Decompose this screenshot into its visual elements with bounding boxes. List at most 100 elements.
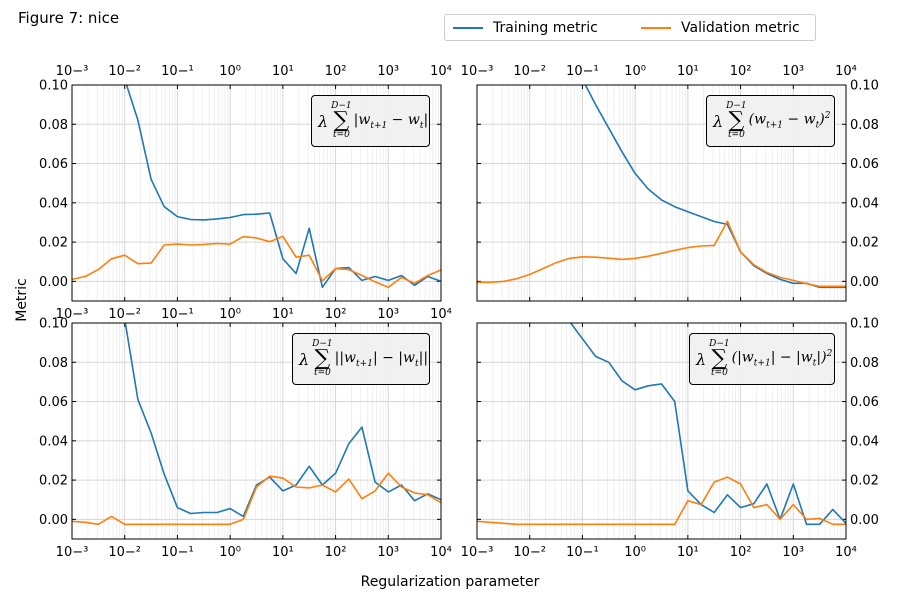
x-tick-label-top: 10−² (108, 64, 141, 79)
x-axis-label: Regularization parameter (360, 574, 540, 590)
y-tick-label: 0.10 (850, 79, 879, 94)
x-tick-label: 10−¹ (161, 545, 194, 560)
summation-symbol: D−1 ∑ t=0 (331, 101, 352, 140)
x-tick-label-top: 10⁰ (219, 64, 241, 79)
validation-metric-line (72, 472, 441, 526)
lambda-symbol: λ (318, 111, 329, 131)
x-tick-label-top: 10² (325, 64, 347, 79)
y-tick-label: 0.04 (39, 434, 68, 449)
x-tick-label: 10⁴ (835, 545, 857, 560)
validation-metric-line (477, 476, 846, 526)
y-tick-label: 0.08 (850, 356, 879, 371)
x-tick-label-top: 10² (730, 64, 752, 79)
summation-symbol: D−1 ∑ t=0 (312, 339, 333, 378)
regularizer-formula: λ D−1 ∑ t=0 |wt+1 − wt| (311, 95, 430, 147)
x-tick-label-top: 10⁰ (624, 64, 646, 79)
x-tick-label: 10−³ (461, 545, 494, 560)
x-tick-label-top: 10−¹ (566, 64, 599, 79)
x-tick-label: 10−¹ (161, 307, 194, 322)
y-tick-label: 0.04 (39, 196, 68, 211)
figure-title: Figure 7: nice (18, 9, 120, 27)
legend-swatch-training (453, 27, 483, 29)
summation-symbol: D−1 ∑ t=0 (709, 339, 730, 378)
y-tick-label: 0.00 (39, 513, 68, 528)
y-tick-label: 0.08 (39, 118, 68, 133)
y-tick-label: 0.08 (850, 118, 879, 133)
x-tick-label: 10³ (377, 545, 399, 560)
x-tick-label: 10−² (108, 307, 141, 322)
x-tick-label-top: 10¹ (272, 64, 294, 79)
y-tick-label: 0.08 (39, 356, 68, 371)
validation-metric-line (477, 220, 846, 288)
validation-metric-line (72, 235, 441, 289)
x-tick-label: 10⁰ (219, 307, 241, 322)
x-tick-label: 10¹ (677, 545, 699, 560)
formula-body: (wt+1 − wt)2 (748, 111, 831, 131)
x-tick-label: 10⁴ (430, 307, 452, 322)
x-tick-label: 10¹ (272, 307, 294, 322)
y-tick-label: 0.02 (850, 236, 879, 251)
x-tick-label-top: 10−¹ (161, 64, 194, 79)
y-tick-label: 0.02 (39, 474, 68, 489)
summation-symbol: D−1 ∑ t=0 (726, 101, 747, 140)
formula-body: (|wt+1| − |wt|)2 (731, 349, 833, 369)
x-tick-label-top: 10−² (513, 64, 546, 79)
x-tick-label: 10⁰ (219, 545, 241, 560)
legend-item-validation: Validation metric (641, 19, 800, 37)
x-tick-label: 10² (325, 307, 347, 322)
legend: Training metric Validation metric (444, 14, 816, 41)
y-axis-label: Metric (14, 278, 30, 322)
x-tick-label-top: 10−³ (56, 64, 89, 79)
x-tick-label: 10−² (108, 545, 141, 560)
x-tick-label: 10² (730, 545, 752, 560)
x-tick-label: 10² (325, 545, 347, 560)
y-tick-label: 0.04 (850, 196, 879, 211)
y-tick-label: 0.04 (850, 434, 879, 449)
axes-frame (476, 322, 847, 540)
x-tick-label: 10¹ (272, 545, 294, 560)
regularizer-formula: λ D−1 ∑ t=0 (|wt+1| − |wt|)2 (689, 333, 835, 385)
y-tick-label: 0.06 (850, 157, 879, 172)
y-tick-label: 0.10 (39, 317, 68, 332)
y-tick-label: 0.00 (39, 275, 68, 290)
legend-swatch-validation (641, 27, 671, 29)
x-tick-label: 10−¹ (566, 545, 599, 560)
x-tick-label: 10−³ (56, 545, 89, 560)
x-tick-label: 10⁴ (430, 545, 452, 560)
x-tick-label: 10³ (782, 545, 804, 560)
y-tick-label: 0.06 (39, 395, 68, 410)
x-tick-label-top: 10³ (377, 64, 399, 79)
formula-body: ||wt+1| − |wt|| (334, 349, 429, 369)
axes-frame (71, 322, 442, 540)
x-tick-label-top: 10−³ (461, 64, 494, 79)
y-tick-label: 0.06 (39, 157, 68, 172)
x-tick-label-top: 10¹ (677, 64, 699, 79)
y-tick-label: 0.02 (39, 236, 68, 251)
axes-frame (476, 84, 847, 302)
x-tick-label: 10³ (377, 307, 399, 322)
y-tick-label: 0.10 (39, 79, 68, 94)
legend-item-training: Training metric (453, 19, 598, 37)
lambda-symbol: λ (696, 349, 707, 369)
x-tick-label: 10−³ (56, 307, 89, 322)
training-metric-line (124, 323, 441, 518)
y-tick-label: 0.00 (850, 275, 879, 290)
y-tick-label: 0.02 (850, 474, 879, 489)
training-metric-line (125, 85, 441, 289)
y-tick-label: 0.10 (850, 317, 879, 332)
regularizer-formula: λ D−1 ∑ t=0 (wt+1 − wt)2 (706, 95, 835, 147)
legend-label-validation: Validation metric (681, 20, 800, 36)
y-tick-label: 0.06 (850, 395, 879, 410)
x-tick-label-top: 10⁴ (835, 64, 857, 79)
x-tick-label-top: 10³ (782, 64, 804, 79)
x-tick-label-top: 10⁴ (430, 64, 452, 79)
lambda-symbol: λ (299, 349, 310, 369)
axes-frame (71, 84, 442, 302)
training-metric-line (569, 323, 846, 526)
y-tick-label: 0.00 (850, 513, 879, 528)
legend-label-training: Training metric (493, 20, 598, 36)
x-tick-label: 10−² (513, 545, 546, 560)
x-tick-label: 10⁰ (624, 545, 646, 560)
formula-body: |wt+1 − wt| (353, 111, 429, 131)
